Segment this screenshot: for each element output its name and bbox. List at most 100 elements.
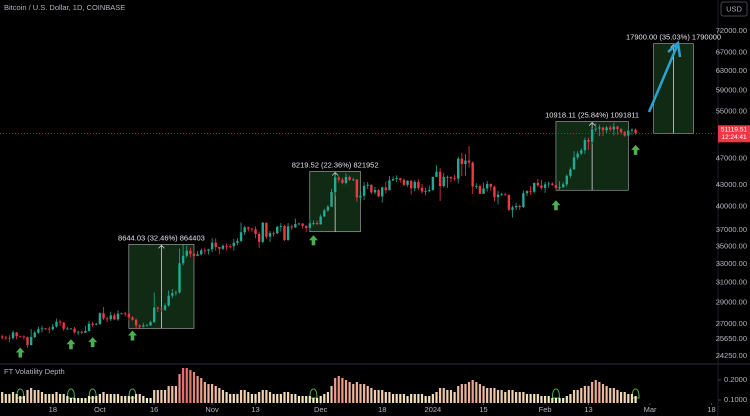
candle-body bbox=[268, 233, 272, 237]
volatility-bar bbox=[435, 392, 438, 403]
currency-button[interactable] bbox=[720, 1, 748, 17]
volatility-bar bbox=[272, 394, 275, 403]
volatility-bar bbox=[518, 392, 521, 403]
candle-body bbox=[290, 226, 293, 228]
candle-body bbox=[62, 322, 65, 329]
volatility-bar bbox=[536, 394, 539, 403]
candle-body bbox=[359, 195, 362, 198]
candle-body bbox=[124, 313, 127, 315]
volatility-bar bbox=[268, 392, 272, 403]
volatility-bar bbox=[424, 396, 427, 403]
volatility-bar bbox=[1, 392, 4, 403]
candle-body bbox=[413, 181, 416, 189]
candle-body bbox=[37, 329, 40, 333]
candle-body bbox=[283, 226, 286, 241]
candle-body bbox=[120, 313, 123, 315]
volatility-bar bbox=[22, 396, 25, 403]
candle-body bbox=[587, 140, 590, 142]
volatility-bar bbox=[185, 368, 188, 403]
volatility-bar bbox=[406, 396, 409, 403]
last-price-box bbox=[718, 125, 750, 143]
volatility-bar bbox=[522, 392, 525, 403]
candle-body bbox=[399, 178, 402, 180]
candle-body bbox=[19, 336, 22, 338]
volatility-bar bbox=[106, 394, 109, 403]
volatility-bar bbox=[562, 398, 565, 403]
candle-body bbox=[181, 255, 185, 264]
candle-body bbox=[276, 226, 279, 234]
signal-arrow bbox=[308, 235, 318, 246]
volatility-bar bbox=[203, 382, 206, 403]
candle-body bbox=[547, 183, 550, 185]
volatility-bar bbox=[131, 396, 134, 403]
candle-body bbox=[493, 186, 496, 198]
x-tick-label: 18 bbox=[378, 405, 386, 414]
volatility-bar bbox=[583, 386, 586, 403]
volatility-bar bbox=[359, 384, 362, 403]
volatility-bar bbox=[594, 380, 597, 403]
candle-body bbox=[341, 179, 344, 183]
volatility-bar bbox=[250, 394, 254, 403]
candle-body bbox=[551, 183, 554, 185]
candle-body bbox=[294, 224, 297, 228]
candle-body bbox=[8, 337, 11, 339]
volatility-bar bbox=[572, 390, 576, 403]
volatility-bar bbox=[543, 396, 547, 403]
candle-body bbox=[48, 328, 51, 330]
volatility-bar bbox=[174, 386, 178, 403]
volatility-bar bbox=[381, 390, 384, 403]
candle-body bbox=[218, 246, 221, 249]
volatility-bar bbox=[504, 392, 507, 403]
projection-arrow-head bbox=[667, 40, 682, 58]
volatility-bar bbox=[605, 386, 608, 403]
candle-body bbox=[362, 185, 366, 196]
candle-body bbox=[428, 189, 431, 191]
candle-body bbox=[352, 179, 355, 181]
volatility-bar bbox=[587, 386, 590, 403]
volatility-bar bbox=[167, 386, 170, 403]
volatility-bar bbox=[243, 390, 246, 403]
volatility-bar bbox=[312, 398, 315, 403]
volatility-bar bbox=[431, 394, 434, 403]
volatility-bar bbox=[153, 390, 156, 403]
volatility-bar bbox=[134, 394, 138, 403]
candle-body bbox=[51, 326, 55, 330]
candle-body bbox=[163, 305, 167, 310]
candle-body bbox=[590, 129, 594, 142]
volatility-bar bbox=[210, 384, 214, 403]
volatility-bar bbox=[471, 380, 474, 403]
volatility-bar bbox=[236, 394, 239, 403]
symbol-title: Bitcoin / U.S. Dollar, 1D, COINBASE bbox=[4, 3, 125, 12]
candle-body bbox=[500, 194, 503, 196]
volatility-bar bbox=[417, 394, 420, 403]
candle-body bbox=[442, 176, 445, 187]
y-tick-label: 24250.00 bbox=[716, 351, 747, 360]
candle-body bbox=[431, 176, 435, 190]
volatility-bar bbox=[138, 394, 141, 403]
candle-body bbox=[627, 130, 630, 136]
volatility-bar bbox=[40, 392, 44, 403]
volatility-bar bbox=[496, 390, 500, 403]
volatility-bar bbox=[391, 394, 395, 403]
y-tick-label: 63000.00 bbox=[716, 66, 747, 75]
candle-body bbox=[301, 223, 304, 226]
alert-bell bbox=[66, 388, 75, 400]
currency[interactable]: USD bbox=[726, 4, 742, 13]
measure-arrow bbox=[331, 171, 339, 176]
volatility-bar bbox=[558, 398, 561, 403]
volatility-bar bbox=[515, 392, 518, 403]
volatility-bar bbox=[113, 394, 116, 403]
candle-body bbox=[326, 206, 330, 211]
candle-body bbox=[113, 315, 116, 320]
candle-body bbox=[482, 188, 485, 194]
candle-body bbox=[381, 187, 384, 197]
x-tick-label: Nov bbox=[205, 405, 219, 414]
volatility-bar bbox=[55, 392, 58, 403]
volatility-bar bbox=[11, 392, 15, 403]
volatility-bar bbox=[449, 390, 453, 403]
candle-body bbox=[250, 228, 254, 230]
volatility-bar bbox=[156, 390, 159, 403]
candle-body bbox=[76, 331, 80, 333]
candle-body bbox=[514, 205, 518, 208]
candle-body bbox=[446, 176, 449, 178]
